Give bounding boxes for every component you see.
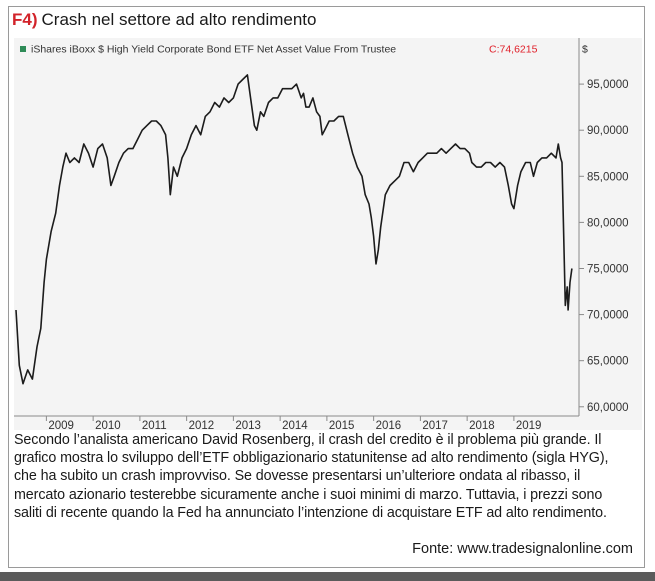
x-tick-label: 2016 bbox=[376, 420, 402, 430]
x-tick-label: 2013 bbox=[235, 420, 261, 430]
figure-title-text: Crash nel settore ad alto rendimento bbox=[41, 10, 317, 29]
y-tick-label: 95,0000 bbox=[587, 79, 629, 91]
x-tick-label: 2010 bbox=[95, 420, 121, 430]
legend-marker bbox=[20, 46, 26, 52]
x-tick-label: 2015 bbox=[329, 420, 355, 430]
bottom-rule bbox=[0, 572, 655, 581]
x-tick-label: 2014 bbox=[282, 420, 308, 430]
y-tick-label: 65,0000 bbox=[587, 356, 629, 368]
chart-legend: iShares iBoxx $ High Yield Corporate Bon… bbox=[20, 44, 588, 56]
legend-label: iShares iBoxx $ High Yield Corporate Bon… bbox=[31, 44, 396, 56]
y-axis-unit: $ bbox=[582, 44, 588, 56]
y-tick-label: 90,0000 bbox=[587, 125, 629, 137]
y-tick-label: 80,0000 bbox=[587, 217, 629, 229]
y-tick-label: 70,0000 bbox=[587, 310, 629, 322]
y-tick-label: 75,0000 bbox=[587, 263, 629, 275]
x-tick-label: 2011 bbox=[142, 420, 167, 430]
x-tick-label: 2018 bbox=[469, 420, 495, 430]
figure-title: F4) Crash nel settore ad alto rendimento bbox=[12, 10, 317, 30]
series-line-hyg-nav bbox=[15, 74, 573, 385]
figure-caption: Secondo l’analista americano David Rosen… bbox=[14, 432, 609, 521]
chart-area: iShares iBoxx $ High Yield Corporate Bon… bbox=[14, 38, 642, 430]
x-tick-label: 2017 bbox=[422, 420, 448, 430]
legend-last-value: C:74,6215 bbox=[489, 44, 538, 56]
x-tick-label: 2012 bbox=[189, 420, 215, 430]
source-credit: Fonte: www.tradesignalonline.com bbox=[412, 541, 633, 557]
y-axis: 95,0000 90,0000 85,0000 80,0000 75,0000 70,00… bbox=[579, 79, 629, 414]
y-tick-label: 60,0000 bbox=[587, 402, 629, 414]
x-tick-label: 2019 bbox=[516, 420, 542, 430]
x-axis: 2009 2010 2011 2012 2013 2014 2015 2016 2017 2018… bbox=[45, 416, 542, 430]
price-chart: iShares iBoxx $ High Yield Corporate Bon… bbox=[14, 38, 629, 430]
figure-number: F4) bbox=[12, 10, 38, 29]
y-tick-label: 85,0000 bbox=[587, 171, 629, 183]
x-tick-label: 2009 bbox=[48, 420, 74, 430]
